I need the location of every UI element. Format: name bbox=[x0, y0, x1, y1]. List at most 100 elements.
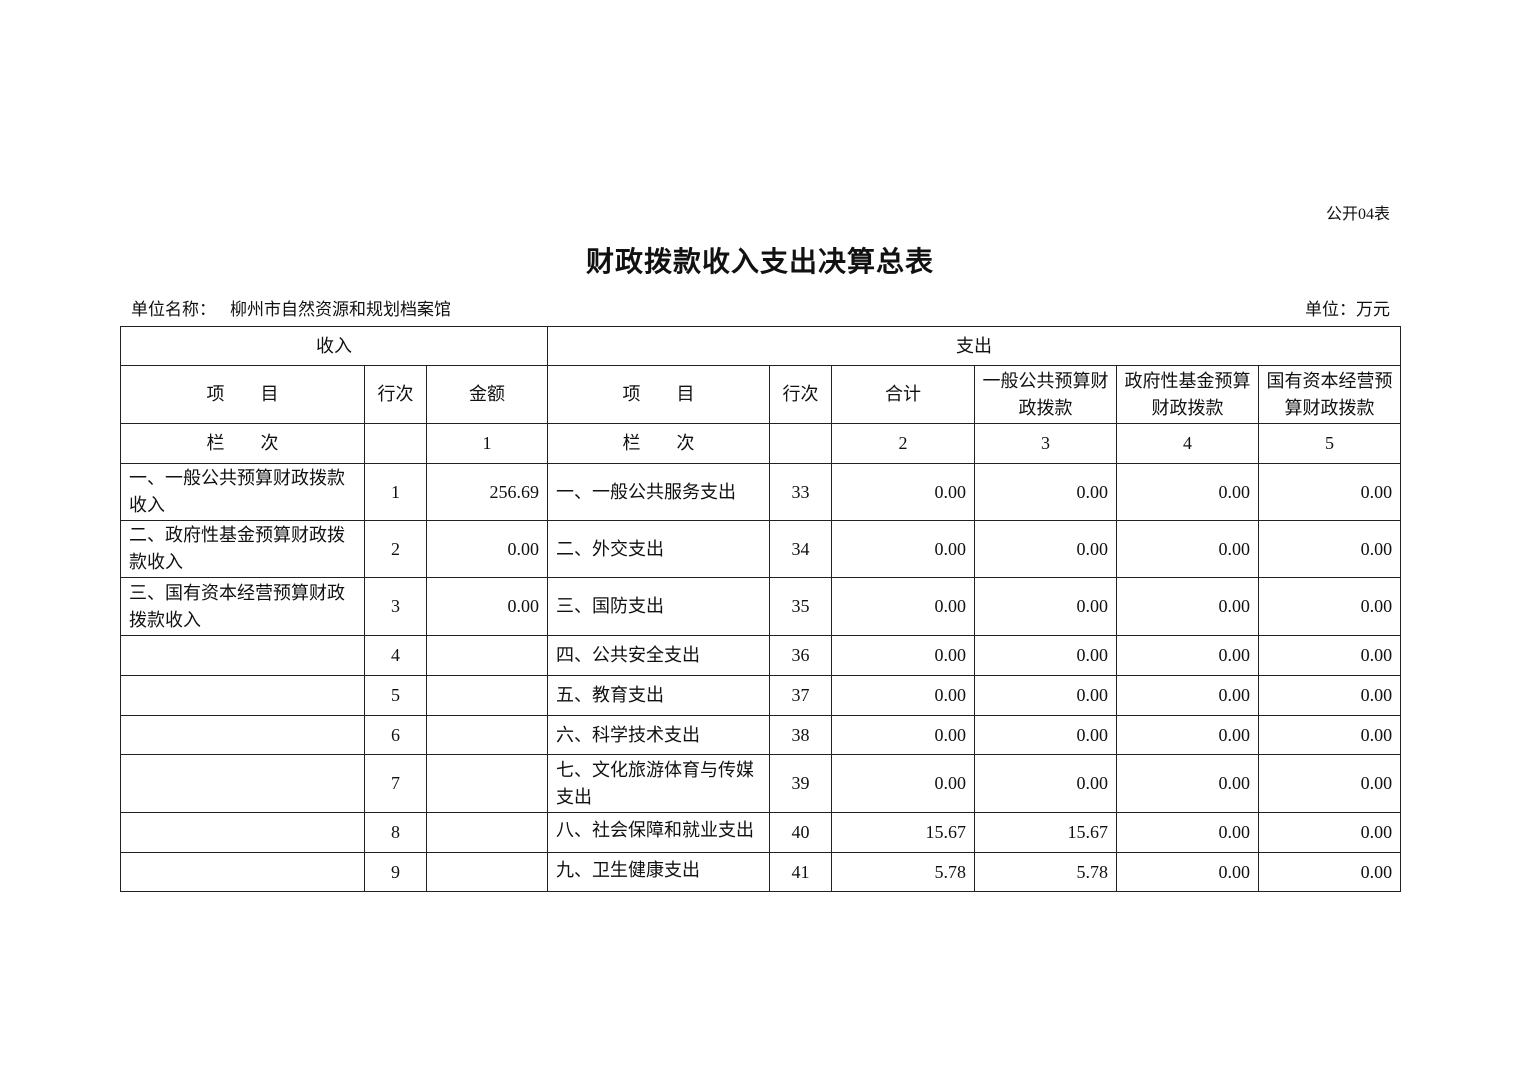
expense-group-header: 支出 bbox=[547, 326, 1402, 366]
income-amount: 0.00 bbox=[425, 577, 549, 636]
income-line-no: 5 bbox=[364, 675, 427, 716]
gov-fund-budget: 0.00 bbox=[1116, 754, 1260, 813]
general-budget: 0.00 bbox=[974, 635, 1118, 676]
column-header: 一般公共预算财政拨款 bbox=[974, 365, 1118, 424]
expense-total: 0.00 bbox=[831, 520, 976, 578]
state-capital-budget: 0.00 bbox=[1258, 715, 1402, 755]
expense-line-no: 41 bbox=[769, 852, 833, 892]
table-row: 5 五、教育支出 37 0.00 0.00 0.00 0.00 bbox=[120, 675, 1402, 716]
income-line-no: 7 bbox=[364, 754, 427, 813]
general-budget: 0.00 bbox=[974, 754, 1118, 813]
gov-fund-budget: 0.00 bbox=[1116, 635, 1260, 676]
general-budget: 5.78 bbox=[974, 852, 1118, 892]
gov-fund-budget: 0.00 bbox=[1116, 577, 1260, 636]
expense-item: 九、卫生健康支出 bbox=[547, 852, 771, 892]
general-budget: 0.00 bbox=[974, 715, 1118, 755]
income-amount bbox=[425, 715, 549, 755]
gov-fund-budget: 0.00 bbox=[1116, 463, 1260, 521]
table-row: 6 六、科学技术支出 38 0.00 0.00 0.00 0.00 bbox=[120, 715, 1402, 755]
column-header: 合计 bbox=[831, 365, 976, 424]
column-index-cell: 4 bbox=[1116, 423, 1260, 464]
state-capital-budget: 0.00 bbox=[1258, 754, 1402, 813]
table-row: 二、政府性基金预算财政拨款收入 2 0.00 二、外交支出 34 0.00 0.00 0.00… bbox=[120, 520, 1402, 578]
expense-item: 七、文化旅游体育与传媒支出 bbox=[547, 754, 771, 813]
state-capital-budget: 0.00 bbox=[1258, 520, 1402, 578]
expense-item: 五、教育支出 bbox=[547, 675, 771, 716]
expense-line-no: 36 bbox=[769, 635, 833, 676]
expense-line-no: 37 bbox=[769, 675, 833, 716]
expense-line-no: 35 bbox=[769, 577, 833, 636]
expense-item: 八、社会保障和就业支出 bbox=[547, 812, 771, 853]
unit-name-label: 单位名称： bbox=[131, 300, 216, 319]
income-line-no: 8 bbox=[364, 812, 427, 853]
column-header: 国有资本经营预算财政拨款 bbox=[1258, 365, 1402, 424]
column-header: 政府性基金预算财政拨款 bbox=[1116, 365, 1260, 424]
unit-name-value: 柳州市自然资源和规划档案馆 bbox=[230, 300, 451, 319]
column-index-cell: 3 bbox=[974, 423, 1118, 464]
column-index-cell: 1 bbox=[425, 423, 549, 464]
column-header: 行次 bbox=[364, 365, 427, 424]
gov-fund-budget: 0.00 bbox=[1116, 852, 1260, 892]
gov-fund-budget: 0.00 bbox=[1116, 715, 1260, 755]
column-index-cell bbox=[769, 423, 833, 464]
column-index-cell bbox=[364, 423, 427, 464]
column-index-cell: 5 bbox=[1258, 423, 1402, 464]
general-budget: 0.00 bbox=[974, 675, 1118, 716]
general-budget: 0.00 bbox=[974, 463, 1118, 521]
column-index-cell: 2 bbox=[831, 423, 976, 464]
income-amount bbox=[425, 675, 549, 716]
income-amount: 0.00 bbox=[425, 520, 549, 578]
income-item bbox=[120, 852, 365, 892]
income-item: 一、一般公共预算财政拨款收入 bbox=[120, 463, 365, 521]
expense-item: 二、外交支出 bbox=[547, 520, 771, 578]
income-item: 二、政府性基金预算财政拨款收入 bbox=[120, 520, 365, 578]
income-line-no: 4 bbox=[364, 635, 427, 676]
expense-item: 四、公共安全支出 bbox=[547, 635, 771, 676]
income-line-no: 1 bbox=[364, 463, 427, 521]
column-header: 项 目 bbox=[120, 365, 365, 424]
expense-total: 0.00 bbox=[831, 715, 976, 755]
page-title: 财政拨款收入支出决算总表 bbox=[585, 247, 934, 278]
expense-total: 15.67 bbox=[831, 812, 976, 853]
expense-total: 5.78 bbox=[831, 852, 976, 892]
income-amount bbox=[425, 852, 549, 892]
expense-line-no: 33 bbox=[769, 463, 833, 521]
table-row: 三、国有资本经营预算财政拨款收入 3 0.00 三、国防支出 35 0.00 0.00 0.0… bbox=[120, 577, 1402, 636]
income-line-no: 3 bbox=[364, 577, 427, 636]
income-line-no: 2 bbox=[364, 520, 427, 578]
table-row: 8 八、社会保障和就业支出 40 15.67 15.67 0.00 0.00 bbox=[120, 812, 1402, 853]
income-amount: 256.69 bbox=[425, 463, 549, 521]
table-row: 7 七、文化旅游体育与传媒支出 39 0.00 0.00 0.00 0.00 bbox=[120, 754, 1402, 813]
expense-line-no: 40 bbox=[769, 812, 833, 853]
expense-total: 0.00 bbox=[831, 577, 976, 636]
general-budget: 15.67 bbox=[974, 812, 1118, 853]
income-item bbox=[120, 675, 365, 716]
income-amount bbox=[425, 754, 549, 813]
column-index-cell: 栏 次 bbox=[547, 423, 771, 464]
gov-fund-budget: 0.00 bbox=[1116, 520, 1260, 578]
column-header: 金额 bbox=[425, 365, 549, 424]
column-index-cell: 栏 次 bbox=[120, 423, 365, 464]
state-capital-budget: 0.00 bbox=[1258, 675, 1402, 716]
expense-total: 0.00 bbox=[831, 754, 976, 813]
income-item bbox=[120, 635, 365, 676]
gov-fund-budget: 0.00 bbox=[1116, 812, 1260, 853]
general-budget: 0.00 bbox=[974, 520, 1118, 578]
income-amount bbox=[425, 635, 549, 676]
income-item bbox=[120, 715, 365, 755]
income-line-no: 6 bbox=[364, 715, 427, 755]
income-item bbox=[120, 754, 365, 813]
general-budget: 0.00 bbox=[974, 577, 1118, 636]
form-number: 公开04表 bbox=[1325, 206, 1390, 223]
state-capital-budget: 0.00 bbox=[1258, 463, 1402, 521]
state-capital-budget: 0.00 bbox=[1258, 852, 1402, 892]
table-row: 9 九、卫生健康支出 41 5.78 5.78 0.00 0.00 bbox=[120, 852, 1402, 892]
expense-total: 0.00 bbox=[831, 675, 976, 716]
state-capital-budget: 0.00 bbox=[1258, 577, 1402, 636]
expense-item: 三、国防支出 bbox=[547, 577, 771, 636]
expense-total: 0.00 bbox=[831, 463, 976, 521]
expense-line-no: 39 bbox=[769, 754, 833, 813]
currency-unit: 单位：万元 bbox=[1305, 300, 1390, 319]
column-header: 项 目 bbox=[547, 365, 771, 424]
column-header: 行次 bbox=[769, 365, 833, 424]
